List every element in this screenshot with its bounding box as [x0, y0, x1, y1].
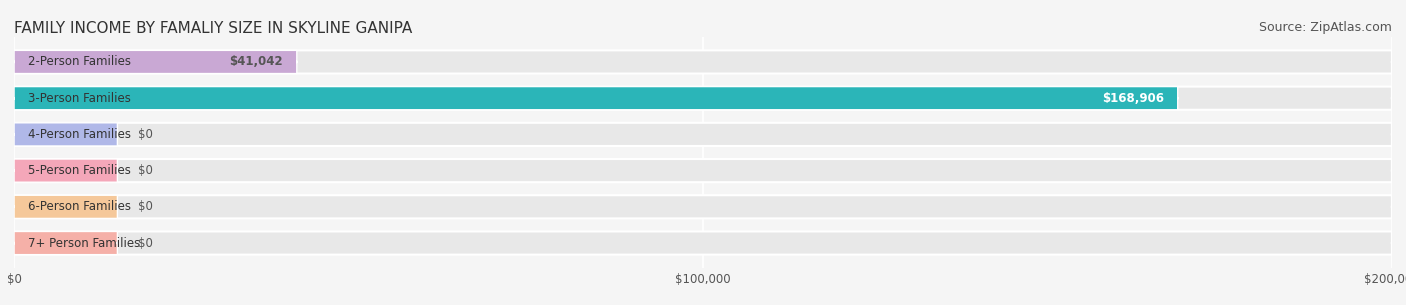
- Text: 3-Person Families: 3-Person Families: [28, 92, 131, 105]
- FancyBboxPatch shape: [14, 123, 1392, 146]
- FancyBboxPatch shape: [14, 50, 297, 74]
- Text: $0: $0: [138, 237, 153, 249]
- FancyBboxPatch shape: [14, 159, 1392, 182]
- Text: Source: ZipAtlas.com: Source: ZipAtlas.com: [1258, 21, 1392, 34]
- FancyBboxPatch shape: [14, 50, 1392, 74]
- FancyBboxPatch shape: [14, 159, 118, 182]
- Text: $0: $0: [138, 200, 153, 213]
- Text: 5-Person Families: 5-Person Families: [28, 164, 131, 177]
- FancyBboxPatch shape: [14, 87, 1178, 110]
- Text: 7+ Person Families: 7+ Person Families: [28, 237, 141, 249]
- Text: FAMILY INCOME BY FAMALIY SIZE IN SKYLINE GANIPA: FAMILY INCOME BY FAMALIY SIZE IN SKYLINE…: [14, 21, 412, 36]
- Text: $41,042: $41,042: [229, 56, 283, 68]
- FancyBboxPatch shape: [14, 231, 1392, 255]
- FancyBboxPatch shape: [14, 231, 118, 255]
- Text: $0: $0: [138, 128, 153, 141]
- Text: 2-Person Families: 2-Person Families: [28, 56, 131, 68]
- Text: $168,906: $168,906: [1102, 92, 1164, 105]
- FancyBboxPatch shape: [14, 195, 1392, 218]
- Text: 6-Person Families: 6-Person Families: [28, 200, 131, 213]
- FancyBboxPatch shape: [14, 123, 118, 146]
- FancyBboxPatch shape: [14, 195, 118, 218]
- FancyBboxPatch shape: [14, 87, 1392, 110]
- Text: $0: $0: [138, 164, 153, 177]
- Text: 4-Person Families: 4-Person Families: [28, 128, 131, 141]
